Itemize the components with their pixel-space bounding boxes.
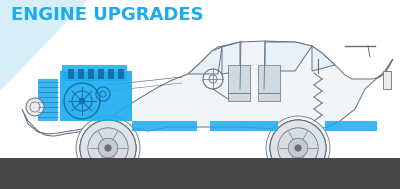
Circle shape [278,128,318,168]
Bar [88,69,94,79]
Bar [210,121,278,131]
Circle shape [76,116,140,180]
Circle shape [98,138,118,158]
Circle shape [80,120,136,176]
Circle shape [105,145,111,151]
Circle shape [88,128,128,168]
Circle shape [288,138,308,158]
Bar [118,69,124,79]
Circle shape [295,145,301,151]
Bar [68,69,74,79]
Circle shape [288,138,308,158]
Circle shape [26,98,44,116]
Bar [132,121,197,131]
Bar [325,121,377,131]
Text: ENGINE UPGRADES: ENGINE UPGRADES [11,6,204,24]
Circle shape [80,120,136,176]
Circle shape [98,138,118,158]
Polygon shape [265,42,312,71]
Bar [258,93,280,101]
Circle shape [79,98,85,104]
Bar [0,158,400,189]
Polygon shape [222,42,240,74]
Bar [383,71,391,89]
Bar [108,69,114,79]
Bar [62,65,127,81]
Circle shape [270,120,326,176]
Bar [60,71,132,121]
Bar [98,69,104,79]
Circle shape [266,116,330,180]
Bar [78,69,84,79]
Circle shape [278,128,318,168]
Bar [258,65,280,93]
Circle shape [105,145,111,151]
Circle shape [270,120,326,176]
Polygon shape [188,47,222,74]
Bar [228,93,250,101]
Bar [38,79,58,121]
Circle shape [88,128,128,168]
Polygon shape [22,41,393,136]
Polygon shape [0,0,88,91]
Polygon shape [312,46,335,71]
Circle shape [295,145,301,151]
Bar [228,65,250,93]
